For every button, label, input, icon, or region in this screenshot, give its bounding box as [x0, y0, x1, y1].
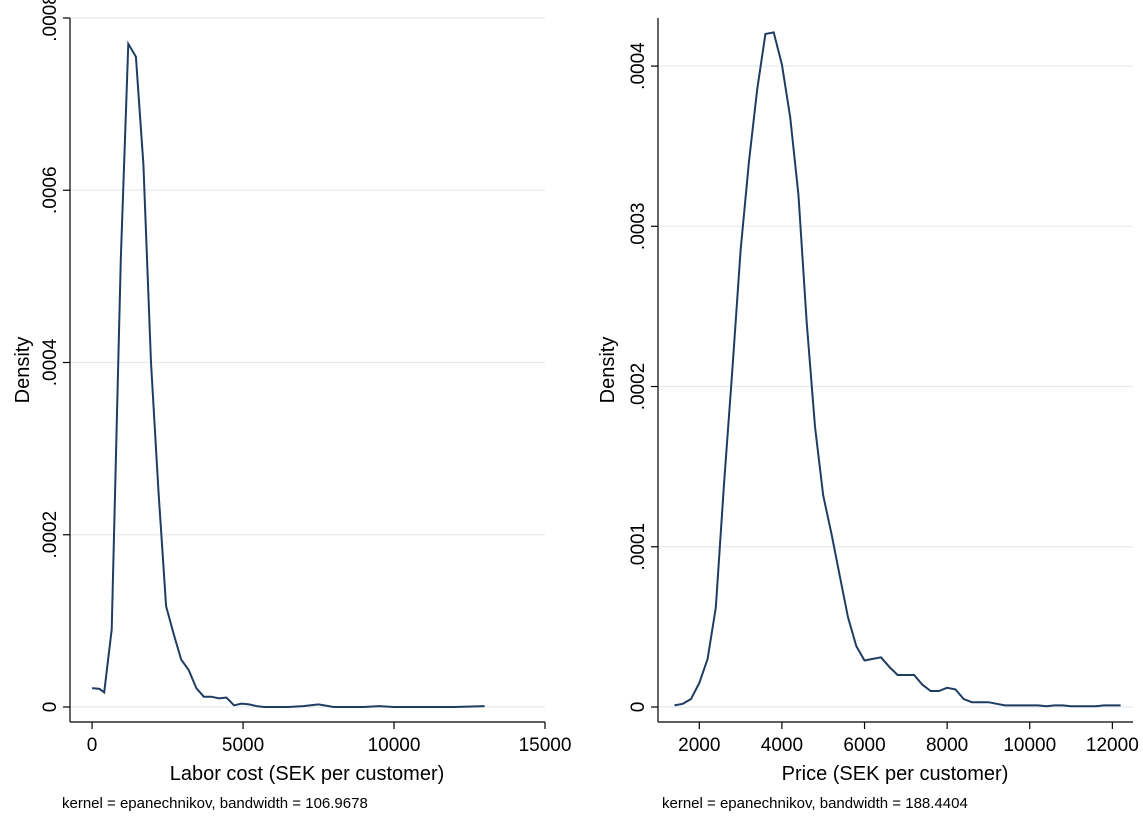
- y-tick-label: .0004: [40, 338, 61, 386]
- right-x-axis-title: Price (SEK per customer): [782, 763, 1009, 785]
- left-y-axis-title: Density: [12, 337, 34, 404]
- right-density-plot: 0 .0001 .0002 .0003 .0004 2000 4000 6000 8000 10…: [597, 18, 1139, 812]
- x-tick-label: 5000: [222, 735, 264, 756]
- right-x-ticks: 2000 4000 6000 8000 10000 12000: [678, 722, 1139, 756]
- right-kernel-note: kernel = epanechnikov, bandwidth = 188.4…: [662, 795, 968, 812]
- left-x-axis-title: Labor cost (SEK per customer): [170, 763, 445, 785]
- y-tick-label: .0004: [628, 42, 649, 90]
- y-tick-label: 0: [628, 702, 649, 713]
- x-tick-label: 12000: [1086, 735, 1139, 756]
- x-tick-label: 4000: [761, 735, 803, 756]
- y-tick-label: .0002: [628, 363, 649, 411]
- x-tick-label: 10000: [368, 735, 421, 756]
- y-tick-label: 0: [40, 702, 61, 713]
- x-tick-label: 2000: [678, 735, 720, 756]
- y-tick-label: .0003: [628, 203, 649, 251]
- y-tick-label: .0001: [628, 523, 649, 571]
- left-x-ticks: 0 5000 10000 15000: [87, 722, 572, 756]
- y-tick-label: .0008: [40, 0, 61, 42]
- x-tick-label: 10000: [1003, 735, 1056, 756]
- y-tick-label: .0006: [40, 166, 61, 214]
- right-density-line: [674, 31, 1121, 708]
- right-gridlines: [658, 65, 1133, 708]
- left-density-line: [91, 40, 485, 708]
- x-tick-label: 15000: [519, 735, 572, 756]
- x-tick-label: 8000: [926, 735, 968, 756]
- right-y-axis-title: Density: [597, 337, 619, 404]
- left-kernel-note: kernel = epanechnikov, bandwidth = 106.9…: [62, 795, 368, 812]
- left-density-plot: 0 .0002 .0004 .0006 .0008 0 5000 10000 15000 La…: [12, 0, 571, 812]
- y-tick-label: .0002: [40, 511, 61, 559]
- x-tick-label: 0: [87, 735, 98, 756]
- x-tick-label: 6000: [843, 735, 885, 756]
- right-y-ticks: 0 .0001 .0002 .0003 .0004: [628, 42, 658, 712]
- left-y-ticks: 0 .0002 .0004 .0006 .0008: [40, 0, 70, 712]
